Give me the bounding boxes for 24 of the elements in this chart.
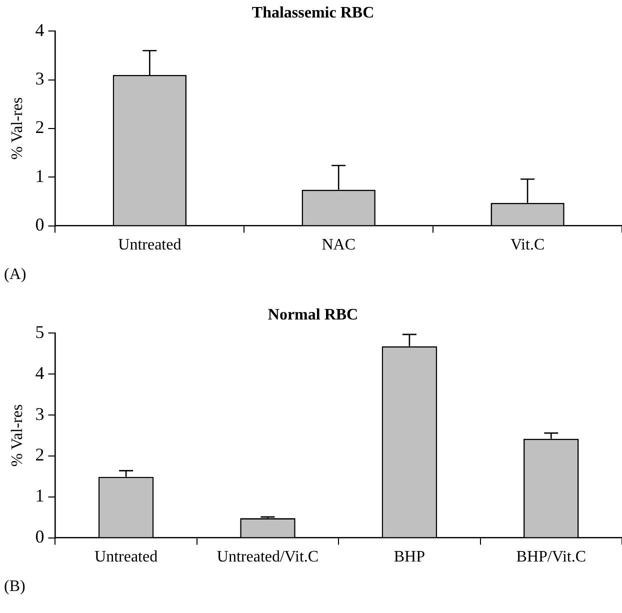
y-tick-label: 1 bbox=[35, 486, 44, 506]
x-tick-label: Untreated/Vit.C bbox=[216, 548, 319, 566]
y-tick-label: 3 bbox=[35, 68, 44, 89]
x-tick-label: NAC bbox=[322, 236, 356, 254]
chart-title: Normal RBC bbox=[268, 306, 358, 324]
text: (A) bbox=[3, 265, 28, 285]
y-tick-label: 0 bbox=[35, 526, 44, 547]
y-tick-label: 3 bbox=[35, 404, 44, 424]
y-tick-label: 4 bbox=[35, 362, 44, 383]
x-tick-label: Vit.C bbox=[510, 236, 545, 254]
x-tick-label: BHP bbox=[394, 548, 426, 566]
y-tick-label: 2 bbox=[35, 444, 44, 465]
y-tick-label: 0 bbox=[35, 214, 44, 235]
x-tick-label: Untreated bbox=[94, 548, 158, 566]
x-tick-label: Untreated bbox=[118, 236, 182, 254]
text: (B) bbox=[3, 577, 26, 597]
y-axis-title: % Val-res bbox=[8, 97, 26, 160]
x-tick-label: BHP/Vit.C bbox=[516, 548, 586, 566]
chart-title: Thalassemic RBC bbox=[252, 4, 374, 22]
y-tick-label: 1 bbox=[35, 166, 44, 186]
y-axis-title: % Val-res bbox=[8, 404, 26, 467]
y-tick-label: 5 bbox=[35, 322, 44, 342]
y-tick-label: 4 bbox=[35, 20, 44, 40]
y-tick-label: 2 bbox=[35, 117, 44, 138]
